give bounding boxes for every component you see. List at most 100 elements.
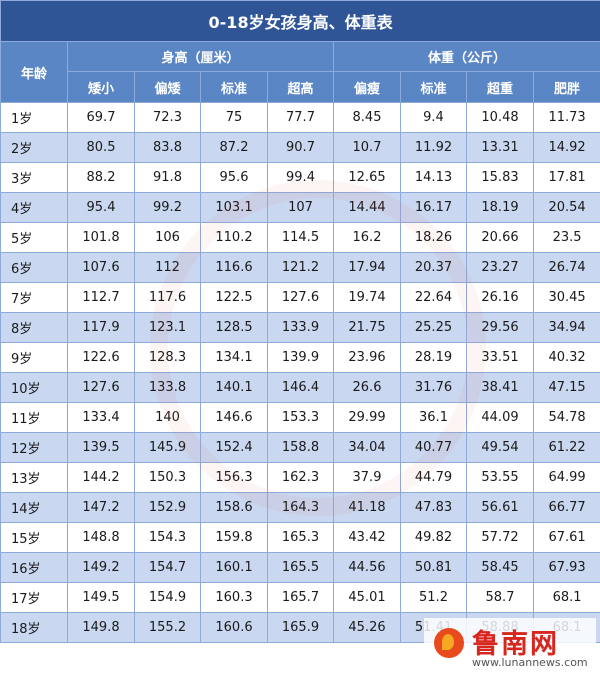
weight-value-cell: 44.09 <box>466 402 534 433</box>
age-cell: 17岁 <box>0 582 68 613</box>
height-value-cell: 107 <box>267 192 334 223</box>
age-cell: 16岁 <box>0 552 68 583</box>
weight-col-header: 标准 <box>400 71 467 103</box>
age-cell: 3岁 <box>0 162 68 193</box>
table-row: 4岁 95.4 99.2 103.1 107 14.44 16.17 18.19 20.54 <box>0 192 600 223</box>
height-value-cell: 133.4 <box>67 402 135 433</box>
age-cell: 10岁 <box>0 372 68 403</box>
weight-value-cell: 11.92 <box>400 132 467 163</box>
weight-value-cell: 45.01 <box>333 582 401 613</box>
weight-value-cell: 28.19 <box>400 342 467 373</box>
height-value-cell: 153.3 <box>267 402 334 433</box>
weight-value-cell: 67.61 <box>532 522 600 553</box>
weight-value-cell: 9.4 <box>400 102 467 133</box>
weight-value-cell: 13.31 <box>466 132 534 163</box>
weight-value-cell: 56.61 <box>466 492 534 523</box>
age-cell: 2岁 <box>0 132 68 163</box>
height-value-cell: 154.3 <box>134 522 201 553</box>
height-value-cell: 160.6 <box>200 612 268 643</box>
height-col-header: 超高 <box>267 71 334 103</box>
weight-value-cell: 15.83 <box>466 162 534 193</box>
height-value-cell: 139.5 <box>67 432 135 463</box>
height-value-cell: 122.6 <box>67 342 135 373</box>
height-value-cell: 99.4 <box>267 162 334 193</box>
height-value-cell: 90.7 <box>267 132 334 163</box>
age-cell: 8岁 <box>0 312 68 343</box>
height-value-cell: 134.1 <box>200 342 268 373</box>
weight-value-cell: 29.99 <box>333 402 401 433</box>
height-value-cell: 133.9 <box>267 312 334 343</box>
height-value-cell: 99.2 <box>134 192 201 223</box>
weight-value-cell: 45.26 <box>333 612 401 643</box>
age-cell: 11岁 <box>0 402 68 433</box>
height-value-cell: 154.7 <box>134 552 201 583</box>
weight-value-cell: 29.56 <box>466 312 534 343</box>
table-row: 12岁 139.5 145.9 152.4 158.8 34.04 40.77 49.54 61… <box>0 432 600 463</box>
table-row: 11岁 133.4 140 146.6 153.3 29.99 36.1 44.09 54.78 <box>0 402 600 433</box>
height-col-header: 矮小 <box>67 71 135 103</box>
age-cell: 12岁 <box>0 432 68 463</box>
height-value-cell: 127.6 <box>67 372 135 403</box>
height-value-cell: 165.9 <box>267 612 334 643</box>
height-value-cell: 128.5 <box>200 312 268 343</box>
height-col-header: 偏矮 <box>134 71 201 103</box>
site-logo: 鲁南网 www.lunannews.com <box>424 618 596 674</box>
height-value-cell: 140 <box>134 402 201 433</box>
age-cell: 5岁 <box>0 222 68 253</box>
height-value-cell: 128.3 <box>134 342 201 373</box>
height-value-cell: 146.6 <box>200 402 268 433</box>
weight-value-cell: 10.7 <box>333 132 401 163</box>
height-value-cell: 149.2 <box>67 552 135 583</box>
height-value-cell: 144.2 <box>67 462 135 493</box>
age-cell: 13岁 <box>0 462 68 493</box>
height-value-cell: 165.3 <box>267 522 334 553</box>
weight-value-cell: 66.77 <box>532 492 600 523</box>
weight-value-cell: 30.45 <box>532 282 600 313</box>
height-value-cell: 87.2 <box>200 132 268 163</box>
weight-value-cell: 17.94 <box>333 252 401 283</box>
weight-value-cell: 53.55 <box>466 462 534 493</box>
weight-group-header: 体重（公斤） <box>332 41 600 72</box>
logo-url: www.lunannews.com <box>472 656 588 669</box>
logo-flame-icon <box>434 628 464 658</box>
weight-value-cell: 47.83 <box>400 492 467 523</box>
height-value-cell: 114.5 <box>267 222 334 253</box>
height-value-cell: 110.2 <box>200 222 268 253</box>
height-value-cell: 155.2 <box>134 612 201 643</box>
weight-value-cell: 14.13 <box>400 162 467 193</box>
table-row: 3岁 88.2 91.8 95.6 99.4 12.65 14.13 15.83 17.81 <box>0 162 600 193</box>
weight-value-cell: 23.5 <box>532 222 600 253</box>
weight-value-cell: 17.81 <box>532 162 600 193</box>
age-cell: 15岁 <box>0 522 68 553</box>
weight-value-cell: 20.54 <box>532 192 600 223</box>
weight-value-cell: 20.37 <box>400 252 467 283</box>
height-value-cell: 152.4 <box>200 432 268 463</box>
weight-value-cell: 54.78 <box>532 402 600 433</box>
weight-value-cell: 43.42 <box>333 522 401 553</box>
age-cell: 1岁 <box>0 102 68 133</box>
weight-value-cell: 36.1 <box>400 402 467 433</box>
height-value-cell: 150.3 <box>134 462 201 493</box>
weight-value-cell: 49.54 <box>466 432 534 463</box>
weight-value-cell: 26.74 <box>532 252 600 283</box>
height-value-cell: 127.6 <box>267 282 334 313</box>
height-value-cell: 75 <box>200 102 268 133</box>
table-body: 1岁 69.7 72.3 75 77.7 8.45 9.4 10.48 11.73 2岁 80.5 8… <box>0 102 600 643</box>
table-row: 6岁 107.6 112 116.6 121.2 17.94 20.37 23.27 26.74 <box>0 252 600 283</box>
height-value-cell: 95.4 <box>67 192 135 223</box>
table-row: 9岁 122.6 128.3 134.1 139.9 23.96 28.19 33.51 40.… <box>0 342 600 373</box>
age-header: 年龄 <box>0 41 68 103</box>
weight-col-header: 偏瘦 <box>333 71 401 103</box>
height-value-cell: 95.6 <box>200 162 268 193</box>
height-value-cell: 133.8 <box>134 372 201 403</box>
weight-value-cell: 41.18 <box>333 492 401 523</box>
weight-value-cell: 57.72 <box>466 522 534 553</box>
weight-col-header: 超重 <box>466 71 534 103</box>
height-value-cell: 160.3 <box>200 582 268 613</box>
height-value-cell: 117.9 <box>67 312 135 343</box>
height-value-cell: 121.2 <box>267 252 334 283</box>
weight-value-cell: 44.56 <box>333 552 401 583</box>
table-title: 0-18岁女孩身高、体重表 <box>0 0 600 42</box>
height-value-cell: 117.6 <box>134 282 201 313</box>
weight-value-cell: 49.82 <box>400 522 467 553</box>
